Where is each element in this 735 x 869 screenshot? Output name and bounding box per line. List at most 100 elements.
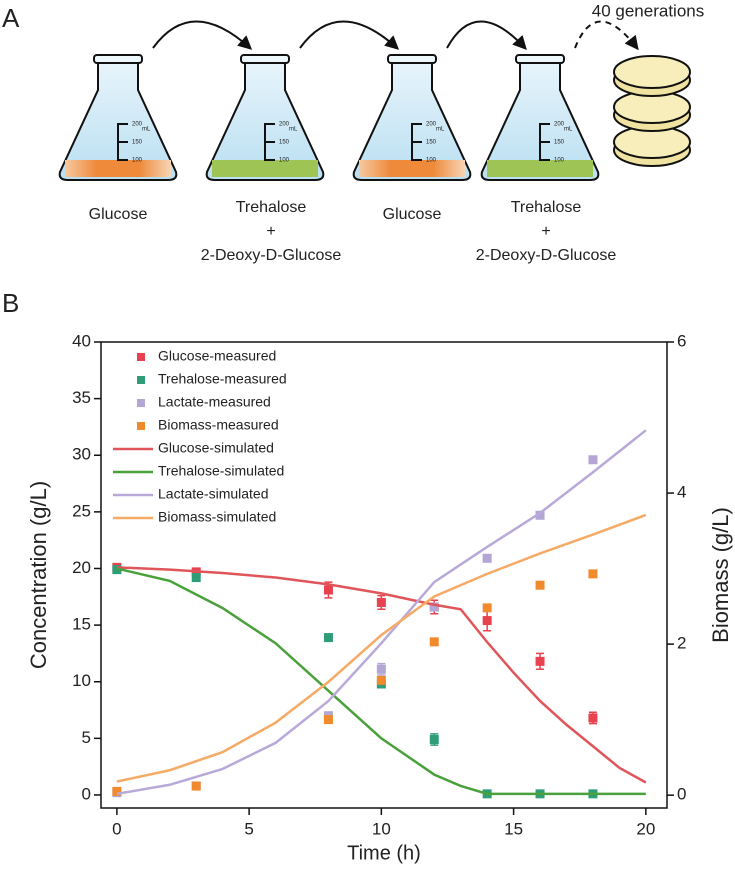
legend-label: Lactate-measured [158,394,271,410]
flask-label: + [541,223,550,240]
y-axis-label: Concentration (g/L) [26,481,51,669]
y-tick-label: 25 [72,501,91,520]
scale-label: 150 [554,140,565,146]
scale-label: 150 [279,140,290,146]
y-tick-label: 20 [72,558,91,577]
legend-label: Biomass-simulated [158,509,276,525]
flask [480,61,600,181]
flask-label: Glucose [383,206,442,223]
y2-tick-label: 2 [677,634,686,653]
marker [429,637,439,647]
legend-swatch [137,376,145,384]
marker [588,569,598,579]
marker [588,455,598,465]
arrow [152,20,253,50]
scale-unit: mL [142,127,151,133]
scale-label: 200 [426,122,437,128]
y2-tick-label: 4 [677,483,686,502]
scale [264,123,275,161]
scale-unit: mL [436,127,445,133]
legend-label: Glucose-measured [158,348,276,364]
flask-label: 2-Deoxy-D-Glucose [201,247,342,264]
dish-lid [613,55,691,89]
liquid [65,160,171,177]
series-line [116,513,647,783]
marker [112,786,122,796]
y-tick-label: 40 [72,331,91,350]
scale-label: 200 [279,122,290,128]
legend-swatch [137,353,145,361]
panel-label: A [2,3,20,33]
flask-rim [387,54,437,64]
scale-label: 100 [554,158,565,164]
arrow [299,20,400,50]
panel-b: 0 5 10 15 20 0 5 10 15 20 25 30 35 40 0 2 4 6 Glucose-meas… [72,331,686,838]
scale [539,123,550,161]
x-tick-label: 20 [636,819,655,838]
marker [482,553,492,563]
marker [376,675,386,685]
scale-label: 100 [426,158,437,164]
x-axis-label: Time (h) [347,842,421,864]
series-line [116,429,647,796]
legend-label: Biomass-measured [158,417,279,433]
legend-swatch [137,399,145,407]
flask-rim [93,54,143,64]
marker [535,580,545,590]
scale-unit: mL [289,127,298,133]
marker [191,781,201,791]
flask-rim [515,54,565,64]
legend-label: Trehalose-simulated [158,463,284,479]
flask [58,61,178,181]
arrow [574,20,639,51]
x-tick-label: 5 [244,819,253,838]
x-tick-label: 15 [504,819,523,838]
flask [205,61,325,181]
y-tick-label: 35 [72,388,91,407]
legend-label: Glucose-simulated [158,440,274,456]
flask-label: Trehalose [511,199,582,216]
marker [323,585,333,595]
scale-label: 150 [426,140,437,146]
scale-label: 100 [279,158,290,164]
x-tick-label: 0 [112,819,121,838]
y-tick-label: 5 [82,728,91,747]
marker [535,510,545,520]
flask-label: + [266,223,275,240]
legend-swatch [137,422,145,430]
marker [323,715,333,725]
liquid [359,160,465,177]
y-tick-label: 10 [72,671,91,690]
flask-rim [240,54,290,64]
series-line [116,567,646,796]
y2-axis-label: Biomass (g/L) [708,507,733,643]
marker [376,664,386,674]
annotation: 40 generations [592,1,704,20]
scale-label: 200 [132,122,143,128]
y-tick-label: 15 [72,615,91,634]
scale [117,123,128,161]
scale [411,123,422,161]
scale-label: 200 [554,122,565,128]
marker [482,616,492,626]
x-tick-label: 10 [372,819,391,838]
y-tick-label: 0 [82,784,91,803]
marker [588,713,598,723]
y2-tick-label: 6 [677,331,686,350]
flask-label: Glucose [89,206,148,223]
marker [323,633,333,643]
plot-frame [100,341,668,809]
scale-label: 100 [132,158,143,164]
legend-label: Lactate-simulated [158,486,269,502]
series-line [116,566,647,784]
y-tick-label: 30 [72,445,91,464]
scale-unit: mL [564,127,573,133]
panel-label: B [2,288,19,318]
liquid [487,160,593,177]
marker [429,602,439,612]
flask-label: 2-Deoxy-D-Glucose [476,247,617,264]
marker [429,734,439,744]
scale-label: 150 [132,140,143,146]
liquid [212,160,318,177]
